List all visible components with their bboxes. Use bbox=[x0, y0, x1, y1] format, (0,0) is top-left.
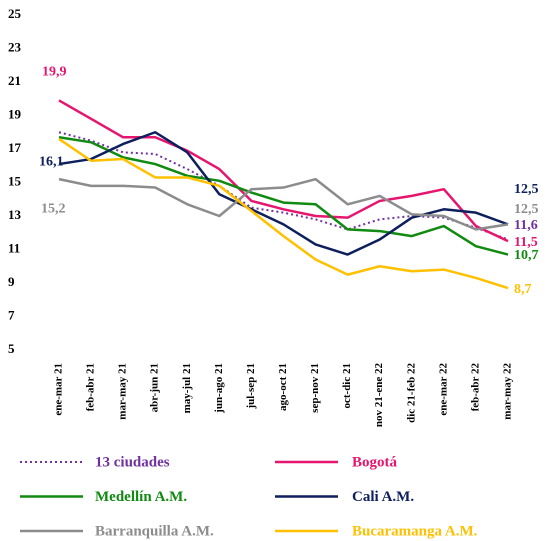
x-tick-label: jul-sep 21 bbox=[245, 363, 257, 410]
y-tick-label: 5 bbox=[8, 341, 15, 356]
x-tick-label: mar-may 21 bbox=[117, 363, 129, 420]
series-line bbox=[58, 131, 509, 241]
legend-label: Bogotá bbox=[352, 454, 398, 470]
series-line bbox=[58, 99, 509, 243]
legend-label: Barranquilla A.M. bbox=[95, 523, 214, 539]
data-label: 12,5 bbox=[514, 202, 539, 217]
legend-label: Medellín A.M. bbox=[95, 489, 187, 505]
y-tick-label: 21 bbox=[8, 73, 21, 88]
data-label: 10,7 bbox=[514, 248, 539, 263]
x-tick-label: ago-oct 21 bbox=[277, 363, 289, 411]
y-tick-label: 19 bbox=[8, 106, 22, 121]
x-tick-label: oct-dic 21 bbox=[341, 363, 353, 409]
series-line bbox=[58, 136, 509, 256]
data-label: 19,9 bbox=[42, 65, 67, 80]
legend-label: Cali A.M. bbox=[352, 489, 414, 505]
series-line bbox=[58, 131, 509, 256]
data-label: 12,5 bbox=[514, 182, 539, 197]
x-tick-label: jun-ago 21 bbox=[213, 363, 225, 414]
y-tick-label: 17 bbox=[8, 140, 22, 155]
x-tick-label: ene-mar 21 bbox=[53, 363, 65, 416]
x-tick-label: mar-may 22 bbox=[502, 363, 514, 420]
y-tick-label: 25 bbox=[8, 6, 22, 21]
y-tick-label: 13 bbox=[8, 207, 22, 222]
series-line bbox=[58, 137, 509, 290]
y-tick-label: 11 bbox=[8, 240, 20, 255]
x-tick-label: feb-abr 21 bbox=[85, 363, 97, 411]
data-label: 11,5 bbox=[514, 235, 538, 250]
x-tick-label: ene-mar 22 bbox=[437, 363, 449, 416]
x-tick-label: sep-nov 21 bbox=[309, 363, 321, 413]
y-tick-label: 9 bbox=[8, 274, 15, 289]
data-label: 16,1 bbox=[39, 154, 64, 169]
data-label: 8,7 bbox=[514, 282, 532, 297]
x-tick-label: dic 21-feb 22 bbox=[405, 363, 417, 423]
data-label: 15,2 bbox=[41, 201, 66, 216]
x-tick-label: may-jul 21 bbox=[181, 363, 193, 413]
legend-label: 13 ciudades bbox=[95, 454, 170, 470]
series-line bbox=[58, 177, 509, 231]
legend-label: Bucaramanga A.M. bbox=[352, 523, 478, 539]
x-tick-label: abr-jun 21 bbox=[149, 363, 161, 412]
x-tick-label: feb-abr 22 bbox=[469, 363, 481, 412]
x-tick-label: nov 21-ene 22 bbox=[373, 363, 385, 428]
y-tick-label: 15 bbox=[8, 173, 22, 188]
data-label: 11,6 bbox=[514, 218, 538, 233]
y-tick-label: 23 bbox=[8, 39, 22, 54]
y-tick-label: 7 bbox=[8, 307, 15, 322]
